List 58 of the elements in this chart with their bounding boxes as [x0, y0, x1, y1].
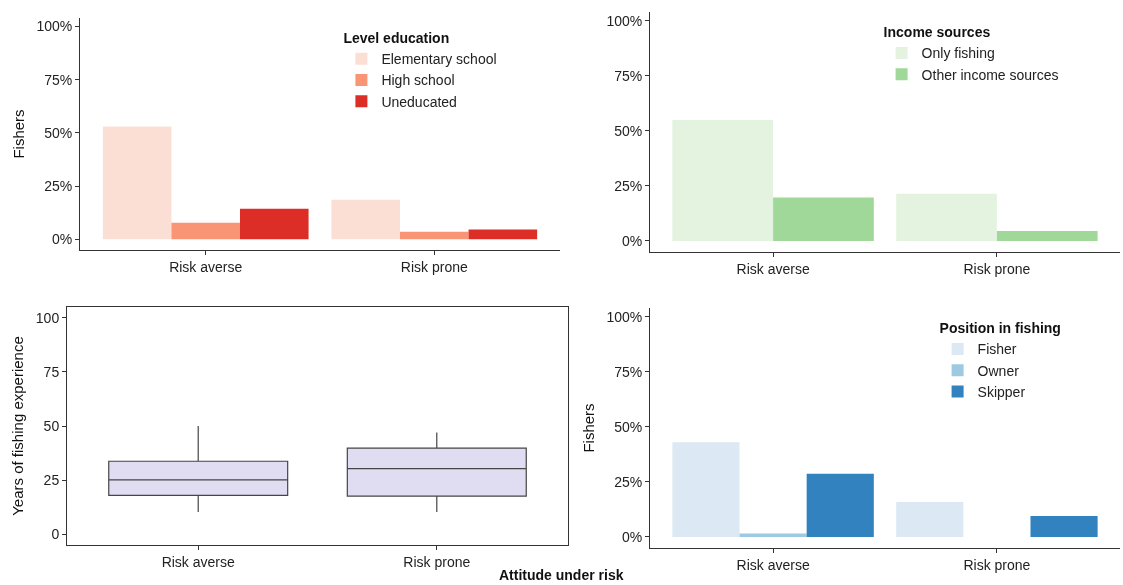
bar	[896, 501, 964, 537]
legend-label: High school	[381, 72, 455, 89]
y-tick-label: 25	[43, 471, 60, 488]
x-tick-label: Risk prone	[400, 258, 468, 275]
bar	[996, 231, 1098, 241]
bar	[331, 199, 400, 240]
y-tick-label: 0%	[51, 231, 73, 248]
y-tick-label: 25%	[614, 177, 643, 194]
legend-title: Income sources	[883, 24, 991, 41]
bar	[171, 222, 240, 240]
y-tick-label: 0%	[621, 528, 643, 545]
y-tick-label: 25%	[44, 178, 73, 195]
bar	[739, 533, 807, 537]
legend-label: Only fishing	[921, 45, 995, 62]
y-tick-label: 50%	[614, 418, 643, 435]
bar	[468, 229, 538, 240]
y-tick-label: 100%	[36, 18, 73, 35]
y-axis-title: Fishers	[579, 403, 597, 453]
y-tick-label: 100%	[606, 308, 643, 325]
bar	[773, 197, 874, 241]
y-tick-label: 0	[51, 526, 60, 543]
x-tick-label: Risk prone	[403, 553, 471, 570]
y-axis-title: Years of fishing experience	[9, 336, 27, 516]
x-tick-label: Risk averse	[169, 258, 243, 275]
y-axis-title: Fishers	[9, 109, 27, 159]
legend-label: Elementary school	[381, 51, 497, 68]
bar	[400, 231, 469, 240]
y-tick-label: 0%	[621, 232, 643, 249]
x-tick-label: Risk averse	[161, 553, 235, 570]
bar	[806, 473, 874, 537]
legend-title: Level education	[343, 30, 450, 47]
x-tick-label: Risk averse	[736, 260, 810, 277]
y-tick-label: 75	[43, 363, 60, 380]
legend-label: Other income sources	[921, 66, 1059, 83]
bar	[672, 442, 740, 537]
legend-label: Owner	[977, 362, 1020, 379]
y-tick-label: 25%	[614, 473, 643, 490]
legend-title: Position in fishing	[939, 320, 1061, 337]
bar	[896, 193, 997, 241]
bar	[240, 208, 309, 240]
y-tick-label: 75%	[44, 71, 73, 88]
bar	[672, 119, 774, 241]
x-tick-label: Risk prone	[963, 556, 1031, 573]
y-tick-label: 100%	[606, 12, 643, 29]
bar	[1030, 516, 1098, 537]
x-tick-label: Risk prone	[963, 260, 1031, 277]
y-tick-label: 50%	[44, 124, 73, 141]
legend-label: Fisher	[977, 341, 1017, 358]
y-tick-label: 50	[43, 417, 60, 434]
y-tick-label: 50%	[614, 122, 643, 139]
legend-label: Skipper	[977, 383, 1026, 400]
legend-label: Uneducated	[381, 93, 457, 110]
y-tick-label: 100	[35, 309, 60, 326]
bar	[102, 126, 172, 240]
x-tick-label: Risk averse	[736, 556, 810, 573]
y-tick-label: 75%	[614, 67, 643, 84]
y-tick-label: 75%	[614, 363, 643, 380]
x-axis-title: Attitude under risk	[499, 567, 624, 583]
